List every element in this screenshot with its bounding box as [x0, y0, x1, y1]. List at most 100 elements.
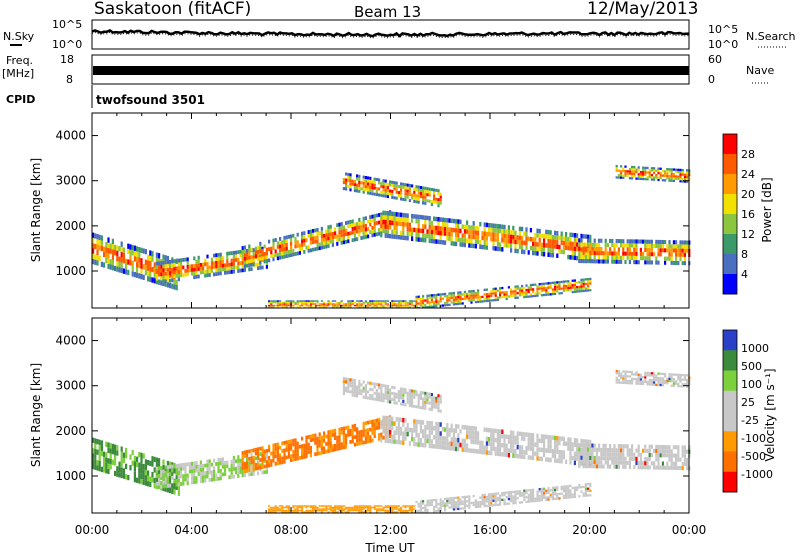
range-cell	[320, 439, 323, 444]
range-cell	[318, 508, 321, 510]
range-cell	[158, 468, 161, 474]
range-cell	[580, 287, 583, 290]
range-cell	[305, 435, 308, 440]
range-cell	[283, 456, 286, 460]
range-cell	[499, 498, 502, 502]
range-cell	[307, 450, 310, 454]
range-cell	[529, 437, 532, 442]
range-cell	[171, 267, 174, 274]
range-cell	[428, 395, 431, 399]
range-cell	[358, 186, 361, 190]
range-cell	[558, 287, 561, 291]
range-cell	[340, 511, 343, 513]
range-cell	[386, 211, 389, 216]
range-cell	[151, 277, 154, 283]
range-cell	[164, 281, 167, 287]
range-cell	[644, 457, 647, 462]
range-cell	[622, 464, 625, 469]
range-cell	[686, 178, 689, 181]
range-cell	[206, 470, 209, 475]
range-cell	[617, 251, 620, 256]
range-cell	[389, 505, 392, 507]
range-cell	[375, 505, 378, 507]
range-cell	[371, 189, 374, 193]
range-cell	[435, 302, 438, 306]
range-cell	[171, 278, 174, 283]
range-cell	[371, 183, 374, 187]
range-cell	[424, 306, 427, 308]
range-cell	[142, 463, 145, 470]
range-cell	[206, 467, 209, 471]
range-cell	[274, 238, 277, 242]
range-cell	[246, 252, 249, 257]
range-cell	[125, 474, 128, 480]
range-cell	[378, 187, 381, 191]
range-cell	[186, 481, 189, 485]
range-cell	[406, 217, 409, 223]
range-cell	[644, 465, 647, 470]
range-cell	[538, 242, 541, 247]
range-cell	[516, 239, 519, 245]
range-cell	[578, 254, 581, 259]
range-cell	[644, 173, 647, 176]
range-cell	[375, 193, 378, 197]
range-cell	[323, 431, 326, 436]
range-cell	[323, 438, 326, 443]
range-cell	[512, 234, 515, 240]
range-cell	[188, 469, 191, 474]
range-cell	[294, 505, 297, 507]
range-cell	[446, 222, 449, 228]
range-cell	[129, 465, 132, 471]
range-cell	[683, 374, 686, 377]
range-cell	[171, 483, 174, 489]
range-cell	[536, 456, 539, 461]
range-cell	[437, 509, 440, 513]
range-cell	[397, 508, 400, 510]
range-cell	[677, 168, 680, 171]
range-cell	[611, 452, 614, 457]
range-cell	[551, 253, 554, 258]
range-cell	[551, 449, 554, 454]
range-cell	[536, 447, 539, 452]
range-cell	[402, 217, 405, 222]
range-cell	[331, 511, 334, 513]
range-cell	[582, 492, 585, 495]
range-cell	[622, 247, 625, 252]
range-cell	[518, 244, 521, 250]
range-cell	[294, 445, 297, 450]
range-cell	[565, 459, 568, 465]
range-cell	[265, 455, 268, 459]
range-cell	[430, 234, 433, 239]
range-cell	[580, 254, 583, 259]
range-cell	[400, 182, 403, 186]
range-cell	[589, 255, 592, 260]
range-cell	[318, 306, 321, 308]
range-cell	[483, 245, 486, 250]
range-cell	[468, 499, 471, 503]
range-cell	[309, 434, 312, 439]
range-cell	[413, 300, 416, 302]
range-cell	[415, 298, 418, 301]
range-cell	[450, 296, 453, 299]
range-cell	[551, 235, 554, 240]
range-cell	[276, 306, 279, 308]
range-cell	[204, 269, 207, 274]
range-cell	[587, 464, 590, 469]
range-cell	[230, 471, 233, 475]
range-cell	[677, 385, 680, 388]
range-cell	[107, 258, 110, 264]
range-cell	[314, 509, 317, 512]
range-cell	[444, 506, 447, 510]
range-cell	[147, 270, 150, 277]
range-cell	[560, 488, 563, 491]
range-cell	[395, 304, 398, 307]
range-cell	[426, 294, 429, 297]
range-cell	[457, 503, 460, 506]
range-cell	[336, 506, 339, 509]
colorbar-segment	[723, 214, 737, 235]
range-cell	[448, 506, 451, 509]
range-cell	[483, 231, 486, 236]
range-cell	[349, 509, 352, 512]
range-cell	[455, 223, 458, 229]
range-cell	[356, 222, 359, 226]
